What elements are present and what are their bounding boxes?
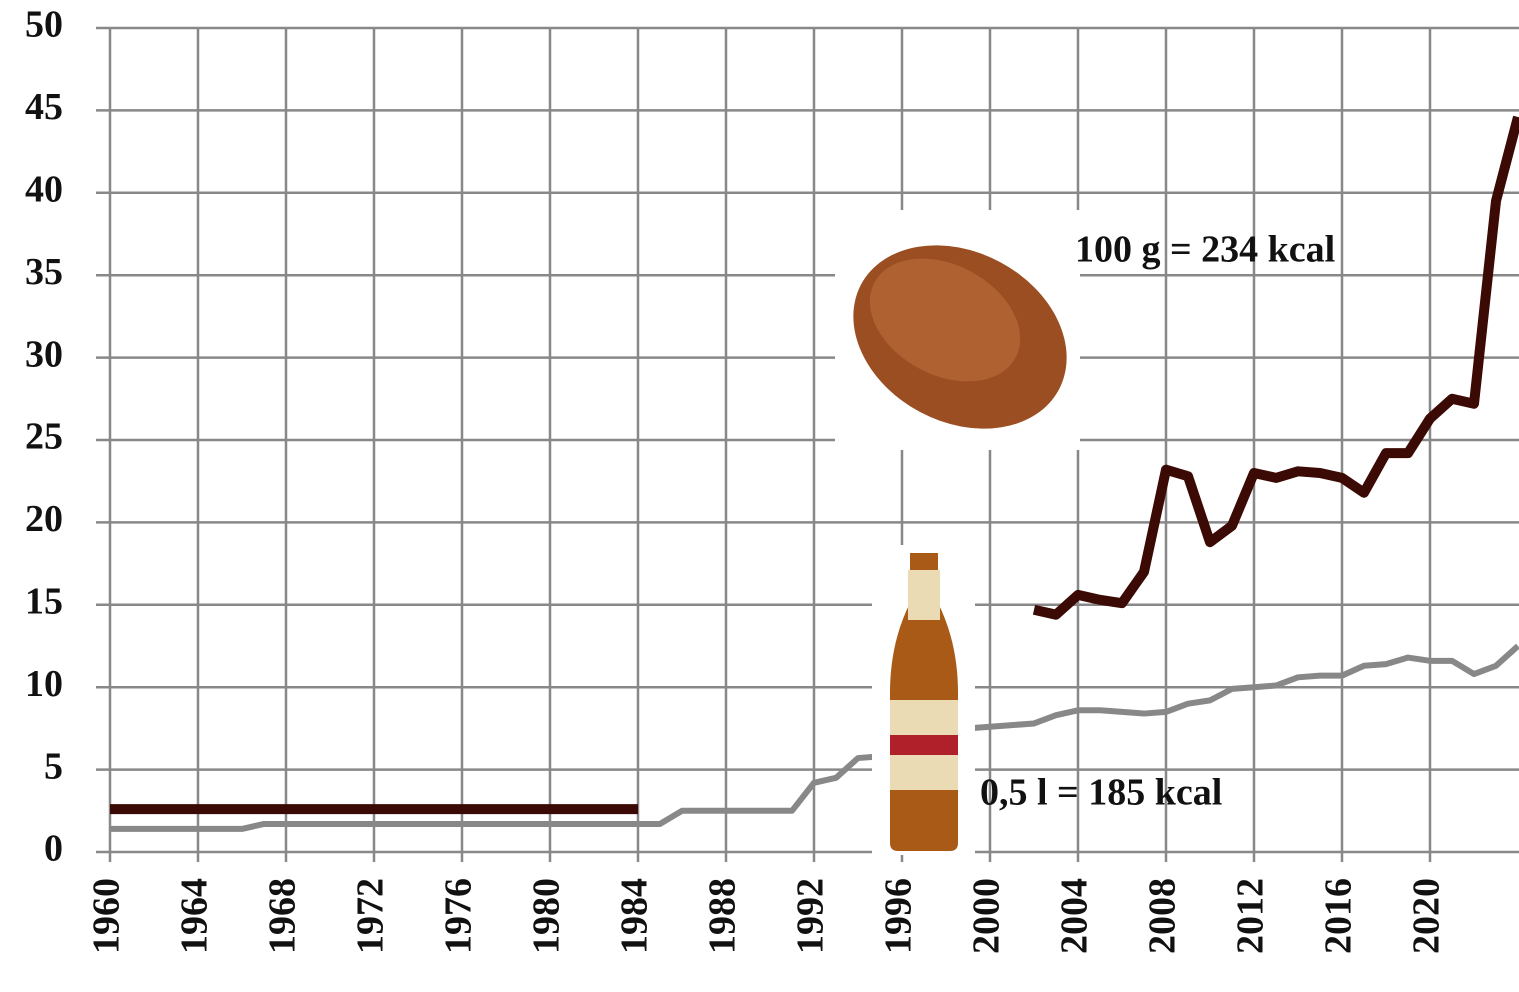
x-tick-label: 1984 [614, 878, 656, 954]
series-line [110, 115, 1519, 815]
x-tick-label: 1972 [350, 878, 392, 954]
x-tick-label: 2020 [1406, 878, 1448, 954]
x-tick-label: 1976 [438, 878, 480, 954]
x-tick-label: 2008 [1142, 878, 1184, 954]
y-tick-label: 40 [25, 169, 63, 211]
y-tick-label: 30 [25, 333, 63, 375]
x-tick-label: 1960 [86, 878, 128, 954]
x-tick-label: 1964 [174, 878, 216, 954]
x-tick-label: 2004 [1054, 878, 1096, 954]
x-tick-label: 1996 [878, 878, 920, 954]
beer-bottle-image [872, 545, 975, 855]
x-tick-label: 1980 [526, 878, 568, 954]
series-line [110, 643, 1519, 832]
y-tick-label: 15 [25, 581, 63, 623]
grid [96, 26, 1519, 862]
y-tick-label: 10 [25, 663, 63, 705]
annotation: 100 g = 234 kcal [1075, 229, 1335, 271]
y-tick-label: 25 [25, 416, 63, 458]
y-tick-label: 50 [25, 4, 63, 46]
x-tick-label: 1988 [702, 878, 744, 954]
y-tick-label: 45 [25, 86, 63, 128]
y-tick-label: 5 [44, 745, 63, 787]
y-tick-label: 20 [25, 498, 63, 540]
x-tick-label: 1968 [262, 878, 304, 954]
bread-image [835, 210, 1080, 450]
y-tick-label: 0 [44, 828, 63, 870]
x-tick-label: 2012 [1230, 878, 1272, 954]
x-tick-label: 2016 [1318, 878, 1360, 954]
annotation: 0,5 l = 185 kcal [980, 772, 1222, 814]
y-tick-label: 35 [25, 251, 63, 293]
lines [110, 115, 1519, 832]
x-tick-label: 1992 [790, 878, 832, 954]
x-tick-label: 2000 [966, 878, 1008, 954]
